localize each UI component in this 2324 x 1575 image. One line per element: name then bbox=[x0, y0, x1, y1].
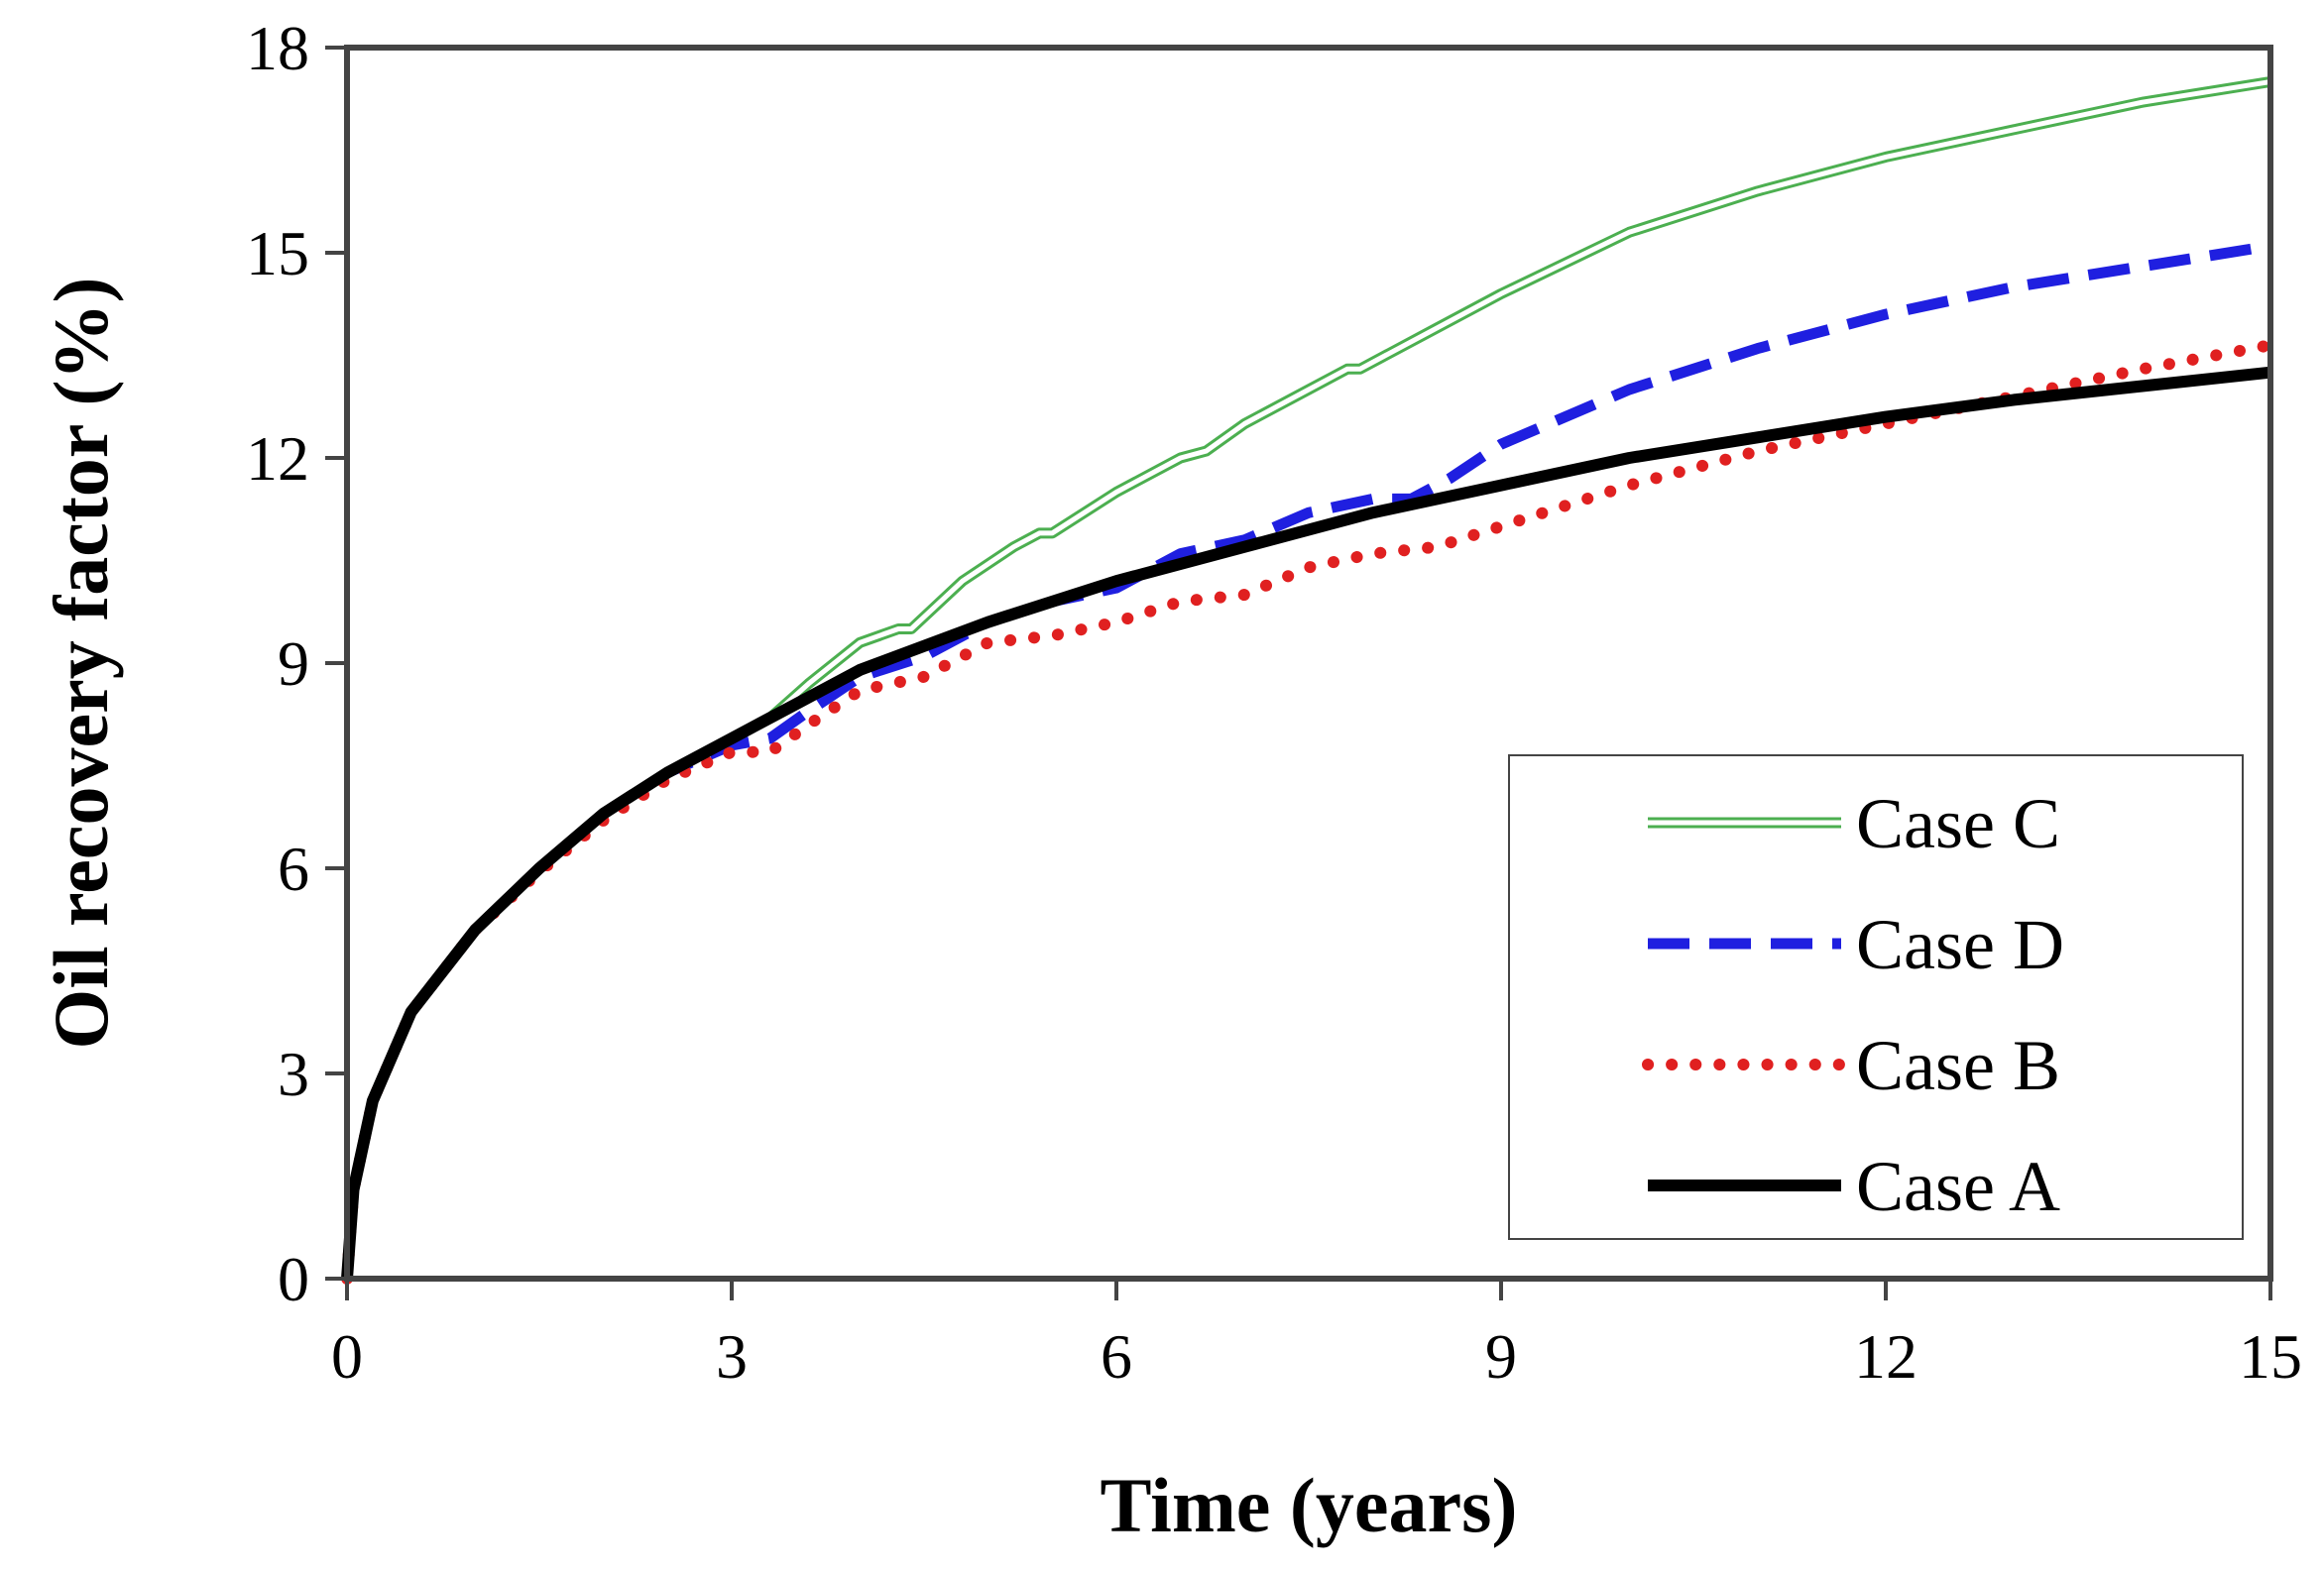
legend-item-caseA: Case A bbox=[1648, 1147, 2060, 1226]
series-layer bbox=[341, 76, 2276, 1285]
y-tick-label: 0 bbox=[278, 1244, 309, 1314]
y-tick-label: 18 bbox=[246, 13, 309, 83]
x-tick-label: 3 bbox=[716, 1321, 748, 1392]
legend: Case C Case D Case B Case A bbox=[1508, 754, 2244, 1240]
series-caseA bbox=[341, 366, 2271, 1280]
x-tick-label: 12 bbox=[1854, 1321, 1917, 1392]
y-tick-label: 6 bbox=[278, 834, 309, 904]
x-tick-label: 0 bbox=[331, 1321, 363, 1392]
series-line-caseA bbox=[341, 366, 2271, 1280]
x-tick-label: 9 bbox=[1485, 1321, 1517, 1392]
legend-label-caseD: Case D bbox=[1856, 905, 2064, 984]
y-tick-label: 3 bbox=[278, 1039, 309, 1109]
legend-item-caseB: Case B bbox=[1642, 1026, 2060, 1105]
legend-item-caseC: Case C bbox=[1648, 784, 2060, 863]
legend-item-caseD: Case D bbox=[1648, 905, 2064, 984]
legend-label-caseA: Case A bbox=[1856, 1147, 2060, 1226]
legend-label-caseC: Case C bbox=[1856, 784, 2060, 863]
x-tick-label: 15 bbox=[2239, 1321, 2302, 1392]
plot-frame bbox=[344, 45, 2273, 1282]
x-tick-label: 6 bbox=[1101, 1321, 1132, 1392]
legend-label-caseB: Case B bbox=[1856, 1026, 2060, 1105]
y-tick-label: 12 bbox=[246, 423, 309, 494]
y-axis-title: Oil recovery factor (%) bbox=[38, 278, 124, 1050]
y-tick-label: 15 bbox=[246, 218, 309, 288]
y-tick-label: 9 bbox=[278, 628, 309, 699]
legend-box bbox=[1508, 754, 2244, 1240]
x-axis-title: Time (years) bbox=[1101, 1462, 1518, 1548]
tick-layer: 0 3 6 9 12 15 18 0 3 6 9 12 15 bbox=[246, 13, 2302, 1392]
